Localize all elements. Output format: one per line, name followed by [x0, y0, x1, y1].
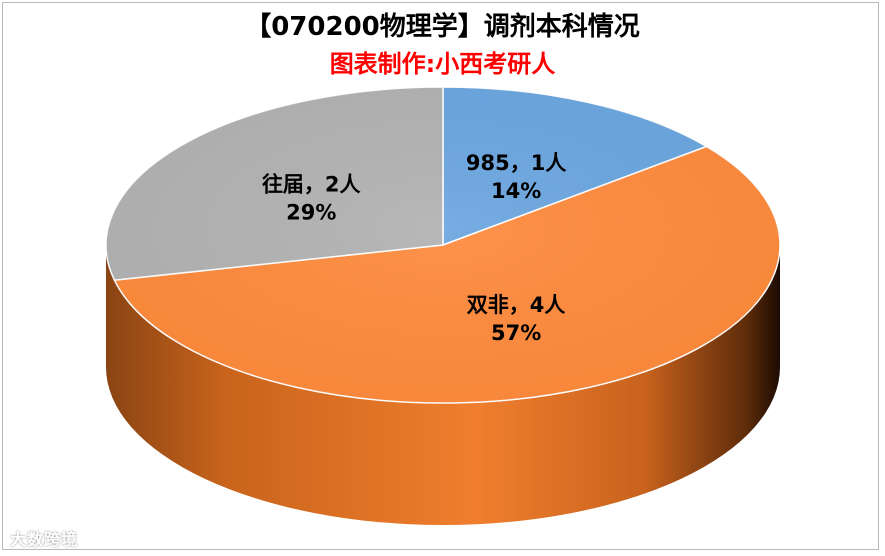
data-label-1: 双非，4人 57% — [467, 293, 566, 345]
pie-side-wall — [106, 245, 780, 525]
chart-title: 【070200物理学】调剂本科情况 — [245, 12, 640, 42]
chart-subtitle: 图表制作:小西考研人 — [329, 50, 556, 78]
watermark-text: 大数跨境 — [10, 530, 79, 549]
data-label-2: 往届，2人 29% — [262, 173, 361, 225]
data-label-0: 985，1人 14% — [466, 151, 566, 203]
